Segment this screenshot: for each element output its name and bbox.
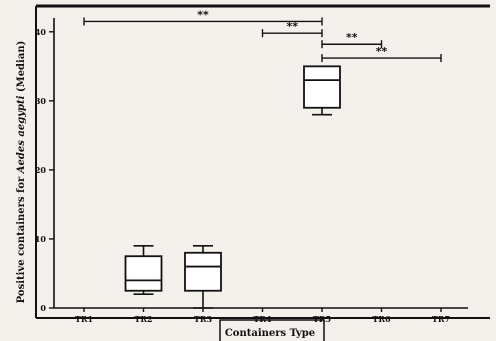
x-tick-label: TR7	[432, 314, 450, 324]
x-tick-label: TR3	[194, 314, 213, 324]
axes: 0 10 20 30 40 TR1 TR2 TR3 TR4 TR5 TR6 TR7	[35, 4, 490, 341]
y-tick-label: 10	[35, 234, 47, 244]
significance-label: **	[376, 45, 388, 58]
box-tr5	[303, 65, 341, 116]
x-tick-label: TR2	[134, 314, 152, 324]
significance-label: **	[197, 8, 209, 21]
box-tr3	[184, 245, 222, 309]
significance-label: **	[286, 20, 298, 33]
y-axis-title: Positive containers for Aedes aegypti (M…	[16, 41, 27, 304]
significance-bracket: **	[321, 31, 383, 49]
significance-label: **	[346, 31, 358, 44]
boxes	[124, 65, 341, 309]
iqr-box	[303, 65, 341, 109]
y-tick-label: 30	[35, 96, 47, 106]
significance-bracket: **	[321, 45, 442, 63]
y-tick-label: 20	[35, 165, 47, 175]
significance-brackets: ** ** ** **	[83, 8, 442, 63]
box-tr2	[124, 245, 163, 295]
significance-bracket: **	[83, 8, 323, 26]
x-tick-label: TR6	[372, 314, 391, 324]
y-tick-label: 0	[40, 303, 46, 313]
iqr-box	[124, 255, 163, 292]
x-axis-title-box	[219, 319, 325, 341]
y-tick-label: 40	[35, 27, 47, 37]
iqr-box	[184, 251, 222, 292]
significance-bracket: **	[261, 20, 323, 38]
x-tick-label: TR5	[313, 314, 331, 324]
x-axis-title: Containers Type	[225, 328, 315, 339]
x-tick-label: TR1	[75, 314, 93, 324]
x-tick-label: TR4	[253, 314, 272, 324]
